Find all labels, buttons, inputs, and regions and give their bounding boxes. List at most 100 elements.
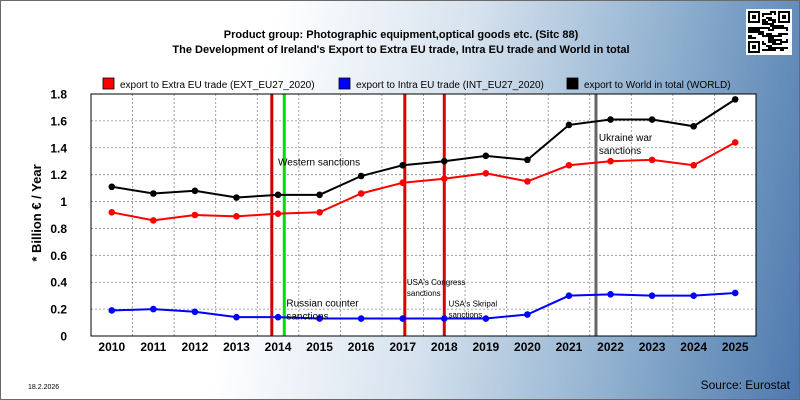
qr-module — [772, 23, 774, 25]
y-tick-label: 1.4 — [50, 141, 67, 155]
qr-module — [772, 47, 774, 49]
qr-module — [776, 35, 778, 37]
qr-module — [752, 27, 754, 29]
qr-module — [772, 41, 774, 43]
data-point — [150, 217, 157, 224]
qr-module — [762, 13, 764, 15]
qr-module — [764, 43, 766, 45]
qr-module — [784, 47, 786, 49]
event-label: USA's Skripal sanctions — [448, 299, 497, 319]
x-tick-label: 2014 — [265, 340, 292, 354]
footer-date: 18.2.2026 — [28, 384, 59, 391]
qr-module — [774, 25, 776, 27]
data-point — [690, 292, 697, 299]
x-tick-label: 2013 — [223, 340, 250, 354]
data-point — [357, 172, 365, 180]
qr-module — [768, 33, 770, 35]
event-label: USA's Congress sanctions — [407, 278, 465, 298]
qr-finder-core — [752, 45, 756, 49]
qr-module — [774, 13, 776, 15]
data-point — [191, 187, 199, 195]
qr-module — [772, 39, 774, 41]
qr-module — [766, 49, 768, 51]
data-point — [690, 161, 697, 169]
qr-module — [786, 27, 788, 29]
chart-title: Product group: Photographic equipment,op… — [224, 29, 579, 41]
qr-module — [760, 27, 762, 29]
qr-module — [764, 27, 766, 29]
qr-module — [764, 35, 766, 37]
data-point — [690, 122, 697, 130]
data-point — [399, 315, 407, 322]
y-tick-label: 1.8 — [50, 88, 67, 102]
data-point — [274, 191, 282, 199]
qr-module — [760, 33, 762, 35]
qr-module — [754, 29, 756, 31]
qr-module — [782, 49, 784, 51]
qr-module — [786, 41, 788, 43]
qr-module — [786, 29, 788, 31]
data-point — [108, 307, 116, 314]
qr-module — [758, 33, 760, 35]
data-point — [565, 161, 573, 169]
qr-module — [770, 23, 772, 25]
data-point — [648, 116, 656, 123]
qr-module — [772, 43, 774, 45]
y-tick-label: 0.8 — [50, 222, 67, 236]
qr-module — [766, 35, 768, 37]
qr-module — [774, 39, 776, 41]
qr-code-icon-graphic — [748, 11, 790, 53]
data-point — [607, 116, 614, 123]
qr-module — [764, 49, 766, 51]
qr-finder-core — [782, 15, 786, 19]
qr-module — [756, 31, 758, 33]
qr-module — [768, 27, 770, 29]
qr-module — [768, 45, 770, 47]
qr-module — [756, 29, 758, 31]
data-point — [565, 292, 573, 299]
qr-module — [778, 33, 780, 35]
data-point — [524, 156, 531, 164]
qr-finder-core — [752, 15, 756, 19]
qr-module — [774, 41, 776, 43]
y-tick-label: 0 — [60, 330, 67, 344]
qr-module — [776, 43, 778, 45]
qr-module — [778, 47, 780, 49]
data-point — [482, 152, 490, 160]
y-tick-label: 1 — [60, 195, 67, 209]
qr-module — [774, 43, 776, 45]
qr-module — [778, 27, 780, 29]
legend-swatch — [102, 77, 115, 90]
qr-module — [768, 17, 770, 19]
y-tick-label: 1.6 — [50, 114, 67, 128]
qr-module — [762, 35, 764, 37]
qr-module — [780, 49, 782, 51]
qr-module — [776, 39, 778, 41]
qr-module — [750, 35, 752, 37]
qr-module — [758, 27, 760, 29]
qr-module — [768, 49, 770, 51]
legend-swatch — [566, 77, 579, 90]
x-tick-label: 2012 — [182, 340, 209, 354]
qr-module — [752, 31, 754, 33]
x-tick-label: 2022 — [597, 340, 624, 354]
qr-module — [782, 33, 784, 35]
qr-module — [768, 19, 770, 21]
qr-module — [776, 25, 778, 27]
data-point — [357, 190, 365, 197]
x-tick-label: 2016 — [348, 340, 375, 354]
qr-module — [748, 37, 750, 39]
qr-code-icon — [746, 9, 792, 55]
event-label: Ukraine war sanctions — [599, 133, 653, 157]
data-point — [399, 179, 407, 187]
data-point — [108, 183, 116, 191]
qr-module — [772, 35, 774, 37]
qr-module — [766, 17, 768, 19]
qr-module — [786, 47, 788, 49]
qr-module — [780, 35, 782, 37]
qr-module — [768, 23, 770, 25]
legend-swatch — [338, 77, 351, 90]
data-point — [233, 194, 240, 201]
qr-module — [754, 31, 756, 33]
qr-module — [778, 35, 780, 37]
